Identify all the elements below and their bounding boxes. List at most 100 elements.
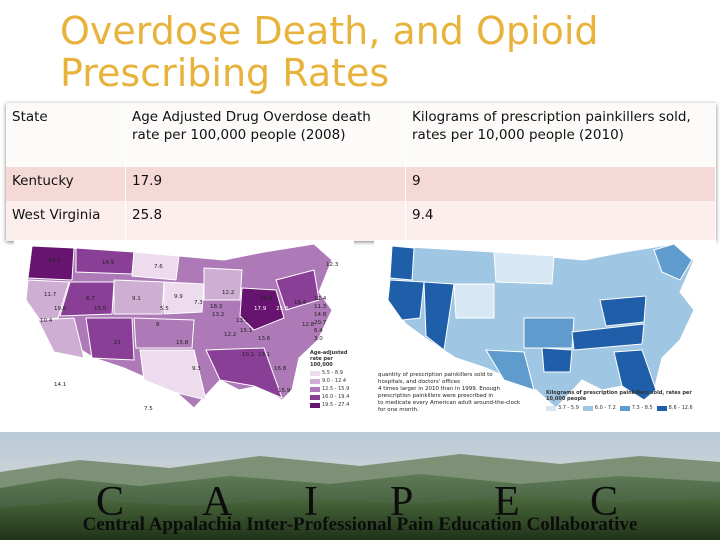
legend-swatch bbox=[656, 405, 667, 411]
state-value-label: 15.9 bbox=[278, 388, 291, 394]
overdose-legend: Age-adjusted rate per 100,000 5.5 - 8.9 9… bbox=[310, 350, 354, 410]
legend-item: 7.3 - 8.5 bbox=[619, 405, 653, 411]
state-shape bbox=[599, 295, 647, 327]
state-shape bbox=[163, 281, 205, 315]
acronym-letter: I bbox=[304, 479, 318, 525]
state-value-label: 13.1 bbox=[236, 318, 248, 324]
legend-swatch bbox=[310, 378, 320, 384]
acronym-letter: A bbox=[202, 479, 233, 525]
state-value-label: 10.4 bbox=[40, 318, 53, 324]
state-value-label: 12.2 bbox=[222, 290, 234, 296]
state-value-label: 19.9 bbox=[260, 296, 273, 302]
state-value-label: 14.1 bbox=[54, 382, 66, 388]
footer-banner bbox=[0, 432, 720, 540]
state-value-label: 11.3 bbox=[314, 304, 327, 310]
state-value-label: 7.3 bbox=[194, 300, 203, 306]
state-value-label: 15.1 bbox=[240, 328, 252, 334]
cell-painkillers: 9.4 bbox=[405, 201, 716, 241]
state-value-label: 16.4 bbox=[294, 300, 307, 306]
state-shape bbox=[485, 349, 535, 391]
state-shape bbox=[389, 245, 415, 281]
acronym-letter: E bbox=[494, 479, 520, 525]
legend-label: 7.3 - 8.5 bbox=[631, 405, 653, 411]
state-value-label: 7.6 bbox=[154, 264, 163, 270]
state-shape bbox=[139, 349, 207, 401]
painkillers-legend: Kilograms of prescription painkillers so… bbox=[546, 390, 706, 413]
state-value-label: 20.7 bbox=[314, 320, 327, 326]
state-value-label: 15.8 bbox=[176, 340, 189, 346]
state-value-label: 11.7 bbox=[44, 292, 57, 298]
legend-swatch bbox=[546, 405, 556, 411]
state-value-label: 21 bbox=[114, 340, 121, 346]
legend-label: 3.7 - 5.9 bbox=[558, 405, 579, 411]
legend-item: 16.0 - 19.4 bbox=[310, 394, 354, 400]
caption-line: hospitals, and doctors' offices bbox=[378, 379, 460, 385]
state-value-label: 12.8 bbox=[302, 322, 315, 328]
legend-item: 19.5 - 27.4 bbox=[310, 402, 354, 408]
state-value-labels: 14.7 14.9 7.6 12.3 11.7 6.7 9.1 9.9 19.8 15.0 19.9… bbox=[40, 258, 339, 412]
state-value-label: 8 bbox=[156, 322, 160, 328]
state-shape bbox=[205, 347, 283, 399]
state-shape bbox=[653, 243, 693, 281]
legend-label: 19.5 - 27.4 bbox=[322, 402, 350, 408]
state-value-label: 13.6 bbox=[258, 336, 271, 342]
legend-items: 5.5 - 8.9 9.0 - 12.4 12.5 - 15.9 16.0 - 19.… bbox=[310, 370, 354, 408]
state-value-label: 14.9 bbox=[102, 260, 115, 266]
state-value-label: 17.9 bbox=[254, 306, 267, 312]
legend-item: 9.0 - 12.4 bbox=[310, 378, 354, 384]
state-value-label: 14.8 bbox=[314, 312, 327, 318]
tennessee-kentucky-shape bbox=[571, 323, 645, 351]
painkillers-map-svg bbox=[387, 243, 695, 409]
state-value-label: 5.5 bbox=[160, 306, 169, 312]
state-value-label: 3.0 bbox=[314, 336, 323, 342]
cell-painkillers: 9 bbox=[405, 167, 716, 201]
state-shape bbox=[493, 251, 555, 285]
legend-items: 3.7 - 5.9 6.0 - 7.2 7.3 - 8.5 8.6 - 12.6 bbox=[546, 405, 706, 413]
legend-swatch bbox=[310, 386, 320, 392]
state-shape bbox=[275, 269, 320, 311]
table-header-row: State Age Adjusted Drug Overdose death r… bbox=[6, 103, 716, 167]
painkillers-caption: quantity of prescription painkillers sol… bbox=[378, 372, 528, 414]
legend-label: 16.0 - 19.4 bbox=[322, 394, 350, 400]
slide-title: Overdose Death, and Opioid Prescribing R… bbox=[60, 9, 599, 95]
state-shape bbox=[453, 283, 495, 319]
table-row: Kentucky 17.9 9 bbox=[6, 167, 716, 201]
caption-line: 4 times larger in 2010 than in 1999. Eno… bbox=[378, 386, 501, 399]
legend-label: 5.5 - 8.9 bbox=[322, 370, 343, 376]
legend-item: 6.0 - 7.2 bbox=[582, 405, 616, 411]
kentucky-wv-shape bbox=[239, 287, 285, 331]
state-shape bbox=[133, 317, 195, 349]
state-value-label: 6.4 bbox=[314, 328, 323, 334]
legend-swatch bbox=[310, 402, 320, 408]
state-value-label: 7.5 bbox=[144, 406, 153, 412]
legend-label: 12.5 - 15.9 bbox=[322, 386, 350, 392]
state-shape bbox=[37, 317, 85, 359]
state-value-label: 12.4 bbox=[314, 296, 327, 302]
state-value-label: 10.1 bbox=[242, 352, 254, 358]
state-value-label: 18.3 bbox=[210, 304, 223, 310]
overdose-map-svg: 14.7 14.9 7.6 12.3 11.7 6.7 9.1 9.9 19.8 15.0 19.9… bbox=[25, 243, 339, 412]
legend-swatch bbox=[582, 405, 593, 411]
state-shape bbox=[113, 279, 165, 315]
state-value-label: 12.3 bbox=[326, 262, 339, 268]
florida-shape bbox=[613, 349, 657, 401]
legend-title: Age-adjusted rate per 100,000 bbox=[310, 350, 348, 368]
overdose-map: 14.7 14.9 7.6 12.3 11.7 6.7 9.1 9.9 19.8 15.0 19.9… bbox=[14, 240, 354, 434]
cell-overdose: 17.9 bbox=[125, 167, 406, 201]
state-value-label: 25.8 bbox=[276, 306, 289, 312]
cell-overdose: 25.8 bbox=[125, 201, 406, 241]
header-overdose: Age Adjusted Drug Overdose death rate pe… bbox=[125, 103, 406, 167]
state-value-label: 15.0 bbox=[94, 306, 107, 312]
state-shape bbox=[131, 251, 180, 281]
legend-swatch bbox=[619, 405, 630, 411]
legend-item: 3.7 - 5.9 bbox=[546, 405, 579, 411]
caption-line: quantity of prescription painkillers sol… bbox=[378, 372, 493, 378]
cell-state: Kentucky bbox=[6, 167, 126, 201]
legend-item: 5.5 - 8.9 bbox=[310, 370, 354, 376]
legend-label: 9.0 - 12.4 bbox=[322, 378, 347, 384]
state-shape bbox=[203, 267, 243, 301]
legend-item: 8.6 - 12.6 bbox=[656, 405, 693, 411]
state-value-label: 13.1 bbox=[258, 352, 270, 358]
state-value-label: 12.2 bbox=[224, 332, 236, 338]
state-value-label: 9.1 bbox=[132, 296, 141, 302]
